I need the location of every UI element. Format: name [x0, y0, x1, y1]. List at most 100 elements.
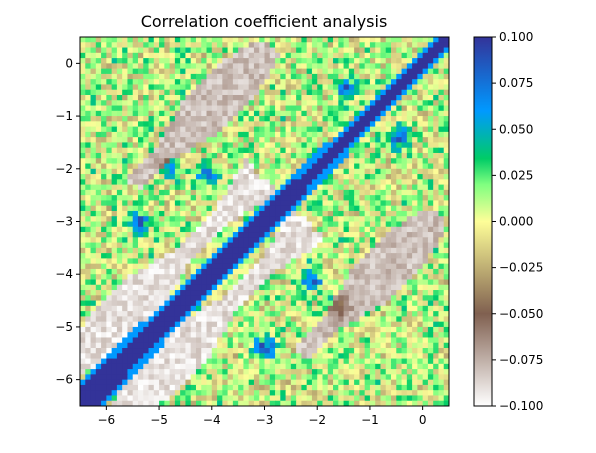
heatmap-cell — [127, 163, 134, 170]
heatmap-cell — [116, 253, 123, 259]
heatmap-cell — [111, 195, 118, 202]
heatmap-cell — [116, 121, 123, 128]
heatmap-cell — [275, 395, 281, 402]
heatmap-cell — [211, 152, 218, 159]
heatmap-cell — [132, 163, 139, 170]
heatmap-cell — [354, 226, 360, 233]
heatmap-cell — [116, 126, 123, 133]
heatmap-cell — [106, 116, 113, 122]
heatmap-cell — [243, 121, 250, 128]
heatmap-cell — [333, 321, 339, 328]
heatmap-cell — [190, 358, 197, 365]
heatmap-cell — [443, 47, 449, 54]
heatmap-cell — [159, 179, 165, 186]
heatmap-cell — [443, 221, 449, 228]
heatmap-cell — [227, 179, 234, 186]
heatmap-cell — [311, 226, 318, 233]
heatmap-cell — [354, 110, 360, 117]
heatmap-cell — [348, 311, 355, 317]
heatmap-cell — [433, 126, 440, 133]
heatmap-cell — [427, 232, 434, 238]
heatmap-cell — [232, 379, 239, 386]
heatmap-cell — [206, 358, 213, 365]
heatmap-cell — [248, 121, 255, 128]
heatmap-cell — [343, 137, 350, 144]
heatmap-cell — [137, 137, 144, 144]
heatmap-cell — [101, 94, 107, 101]
heatmap-cell — [217, 384, 223, 391]
heatmap-cell — [264, 258, 271, 265]
heatmap-cell — [159, 390, 165, 397]
heatmap-cell — [338, 363, 345, 370]
heatmap-cell — [232, 163, 239, 170]
heatmap-cell — [422, 305, 429, 312]
heatmap-cell — [80, 216, 86, 223]
heatmap-cell — [290, 216, 297, 223]
heatmap-cell — [164, 168, 171, 175]
heatmap-cell — [201, 226, 208, 233]
heatmap-cell — [306, 384, 313, 391]
heatmap-cell — [111, 110, 118, 117]
heatmap-cell — [153, 232, 160, 238]
heatmap-cell — [280, 316, 287, 323]
heatmap-cell — [401, 305, 408, 312]
heatmap-cell — [285, 374, 292, 381]
heatmap-cell — [348, 79, 355, 86]
heatmap-cell — [369, 290, 376, 296]
heatmap-cell — [195, 152, 202, 159]
heatmap-cell — [222, 374, 229, 381]
heatmap-cell — [238, 152, 245, 159]
heatmap-cell — [85, 226, 92, 233]
heatmap-cell — [385, 242, 392, 249]
heatmap-cell — [427, 42, 434, 49]
heatmap-cell — [180, 279, 187, 286]
heatmap-cell — [406, 348, 413, 354]
heatmap-cell — [95, 147, 102, 154]
heatmap-cell — [137, 242, 144, 249]
heatmap-cell — [354, 152, 360, 159]
heatmap-cell — [85, 284, 92, 291]
heatmap-cell — [438, 369, 445, 375]
heatmap-cell — [153, 94, 160, 101]
heatmap-cell — [375, 337, 382, 344]
heatmap-cell — [195, 52, 202, 59]
heatmap-cell — [359, 105, 366, 112]
heatmap-cell — [180, 52, 187, 59]
heatmap-cell — [412, 232, 418, 238]
heatmap-cell — [317, 232, 324, 238]
heatmap-cell — [148, 110, 155, 117]
heatmap-cell — [427, 332, 434, 339]
heatmap-cell — [132, 47, 139, 54]
heatmap-cell — [143, 400, 150, 406]
heatmap-cell — [401, 326, 408, 333]
heatmap-cell — [248, 363, 255, 370]
heatmap-cell — [443, 205, 449, 212]
heatmap-cell — [127, 237, 134, 244]
heatmap-cell — [122, 274, 129, 281]
heatmap-cell — [222, 232, 229, 238]
heatmap-cell — [264, 274, 271, 281]
heatmap-cell — [443, 337, 449, 344]
heatmap-cell — [243, 258, 250, 265]
heatmap-cell — [80, 189, 86, 196]
heatmap-cell — [243, 152, 250, 159]
heatmap-cell — [127, 274, 134, 281]
heatmap-cell — [375, 174, 382, 180]
heatmap-cell — [359, 305, 366, 312]
heatmap-cell — [217, 305, 223, 312]
heatmap-cell — [391, 237, 397, 244]
heatmap-cell — [322, 232, 329, 238]
heatmap-cell — [443, 100, 449, 107]
heatmap-cell — [106, 242, 113, 249]
heatmap-cell — [427, 210, 434, 217]
heatmap-cell — [185, 305, 192, 312]
heatmap-cell — [327, 200, 334, 207]
heatmap-cell — [327, 131, 334, 138]
heatmap-cell — [122, 47, 129, 54]
heatmap-cell — [164, 321, 171, 328]
heatmap-cell — [433, 274, 440, 281]
heatmap-cell — [443, 363, 449, 370]
heatmap-cell — [264, 295, 271, 302]
heatmap-cell — [106, 353, 113, 360]
heatmap-cell — [174, 116, 181, 122]
